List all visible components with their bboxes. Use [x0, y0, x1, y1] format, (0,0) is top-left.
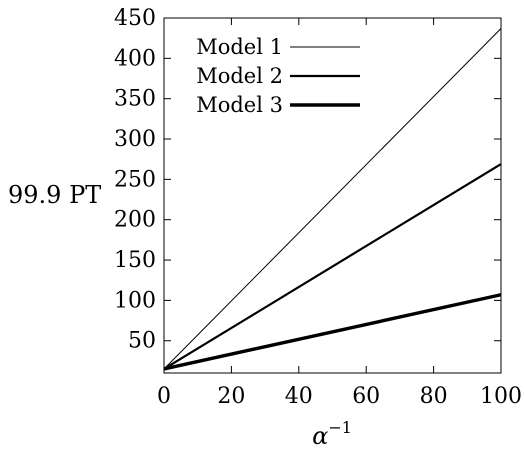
y-tick-label: 100 [114, 288, 156, 313]
y-tick-label: 450 [114, 6, 156, 31]
x-tick-label: 100 [480, 384, 522, 409]
plot-frame [163, 17, 502, 374]
series-line-3 [163, 293, 502, 371]
x-tick-label: 20 [217, 384, 245, 409]
x-tick-label: 60 [352, 384, 380, 409]
legend-label-2: Model 2 [196, 64, 283, 88]
y-tick-label: 350 [114, 87, 156, 112]
legend-label-1: Model 1 [196, 35, 283, 59]
x-tick-label: 40 [285, 384, 313, 409]
y-tick-label: 250 [114, 167, 156, 192]
x-axis-label: α−1 [312, 418, 352, 450]
y-tick-label: 50 [128, 329, 156, 354]
series-line-2 [163, 163, 502, 370]
series-line-1 [163, 28, 502, 370]
y-ticks: 50 100 150 200 250 300 350 400 450 [114, 6, 501, 354]
x-tick-label: 80 [420, 384, 448, 409]
y-axis-label: 99.9 PT [8, 181, 101, 209]
y-tick-label: 150 [114, 248, 156, 273]
x-axis-label-exponent: −1 [328, 418, 352, 437]
x-ticks: 0 20 40 60 80 100 [157, 18, 522, 409]
legend: Model 1 Model 2 Model 3 [196, 35, 360, 117]
y-tick-label: 400 [114, 46, 156, 71]
x-tick-label: 0 [157, 384, 171, 409]
x-axis-label-base: α [312, 422, 328, 450]
y-tick-label: 200 [114, 208, 156, 233]
y-tick-label: 300 [114, 127, 156, 152]
legend-label-3: Model 3 [196, 93, 283, 117]
series-lines [163, 28, 502, 371]
